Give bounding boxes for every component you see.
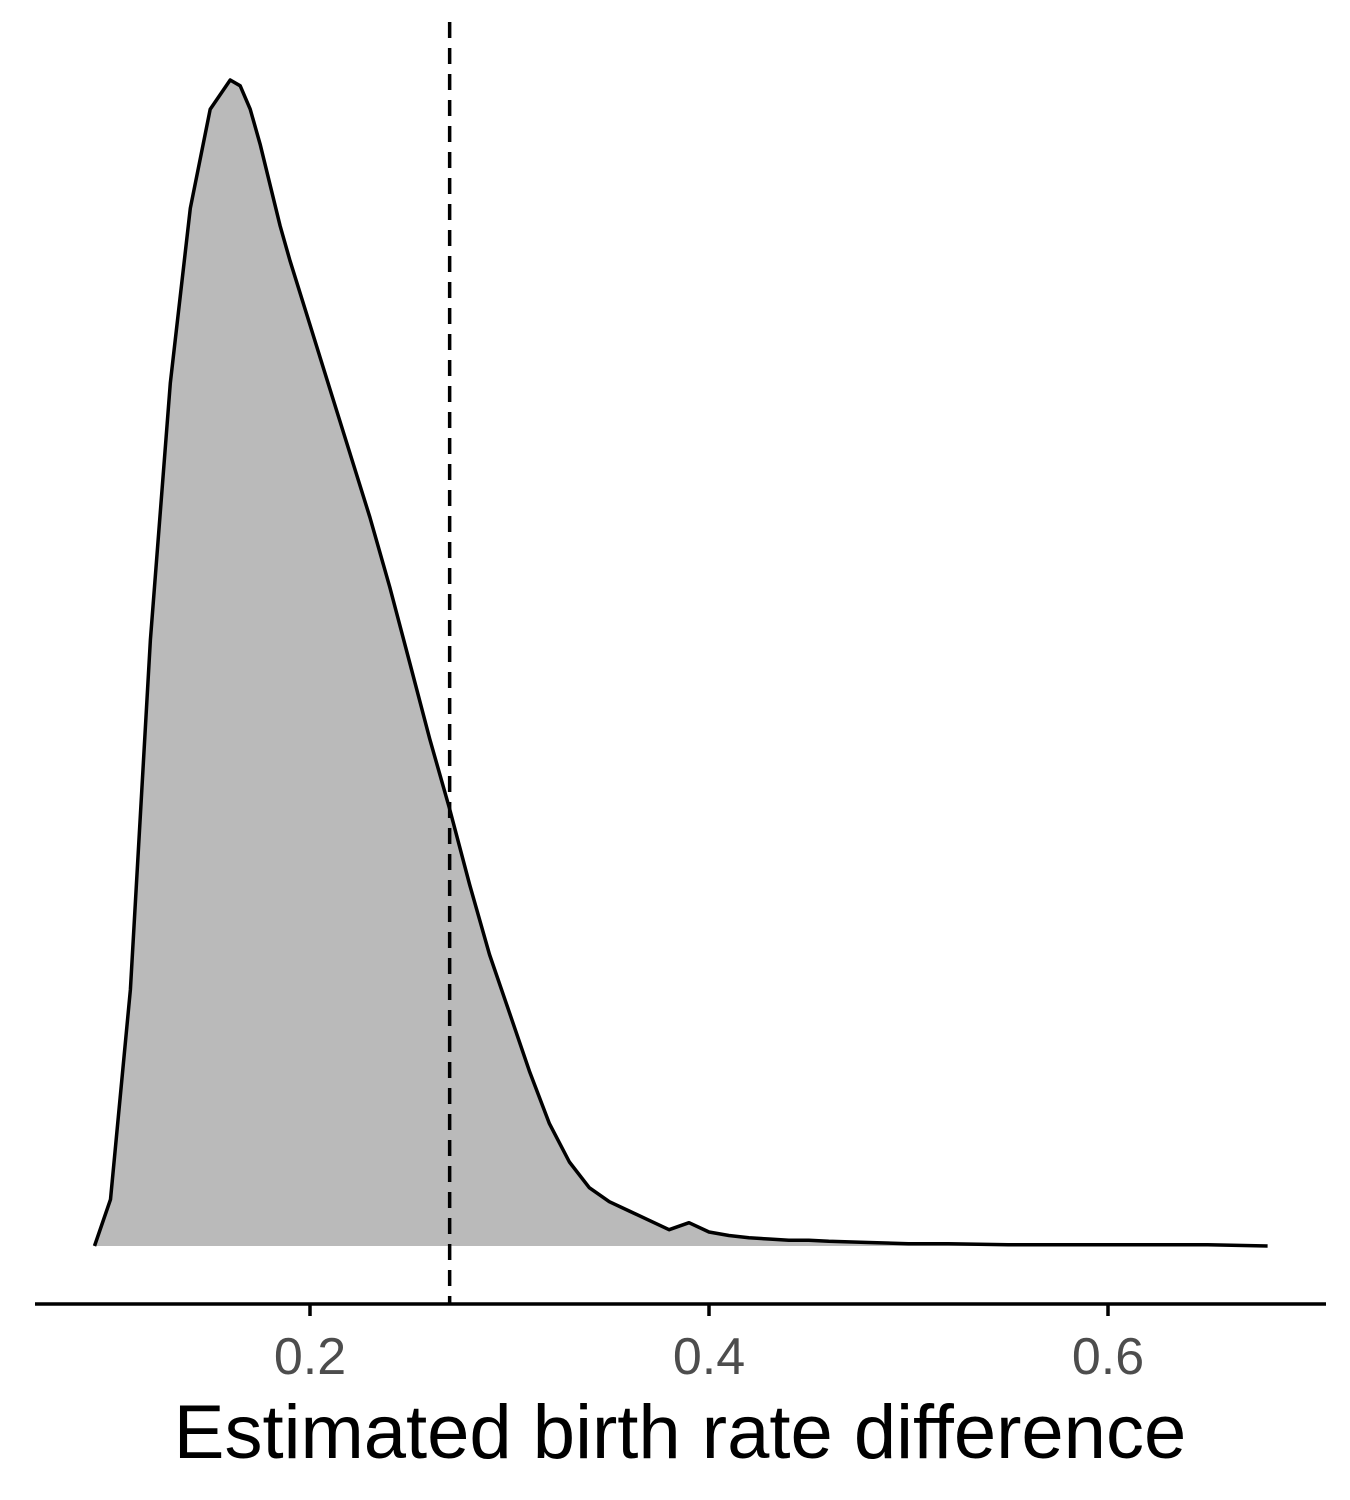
density-area: [94, 80, 1268, 1246]
x-axis-ticks: 0.2 0.4 0.6: [274, 1304, 1144, 1386]
x-tick-label: 0.2: [274, 1328, 346, 1386]
x-axis-title: Estimated birth rate difference: [174, 1390, 1186, 1475]
density-curve: [92, 78, 1268, 1248]
x-tick-label: 0.6: [1072, 1328, 1144, 1386]
x-tick-label: 0.4: [673, 1328, 745, 1386]
